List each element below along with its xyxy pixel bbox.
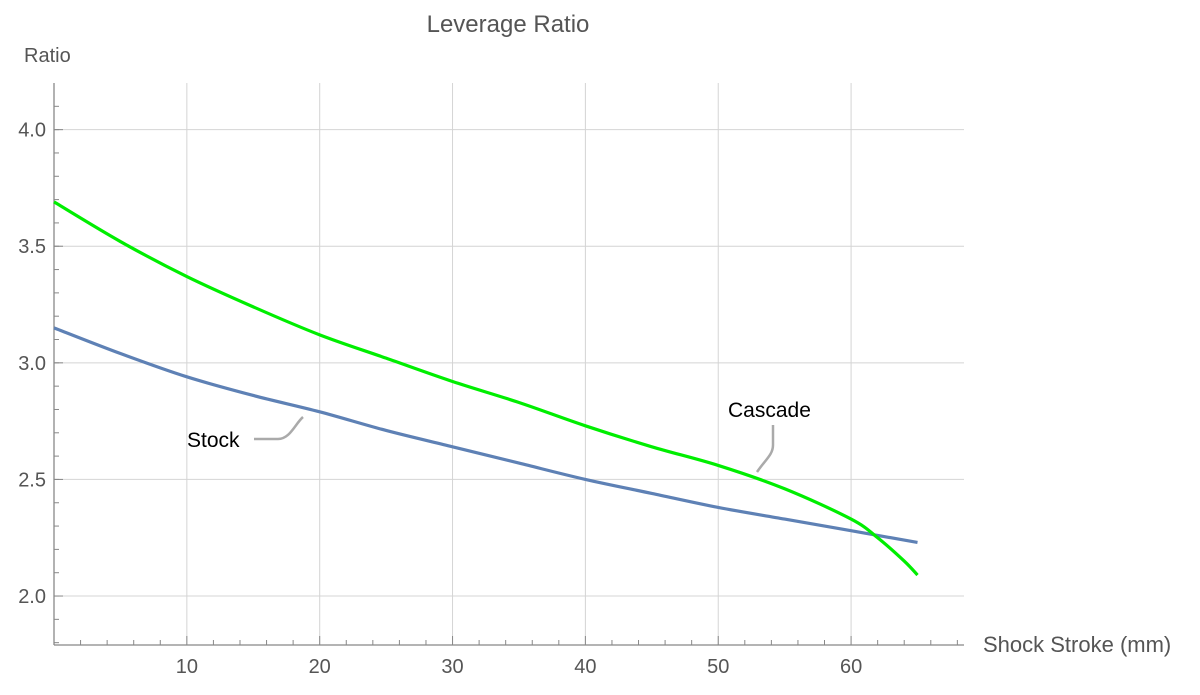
y-tick-label: 3.0 [18,353,46,375]
x-tick-label: 10 [176,656,198,678]
x-axis-label: Shock Stroke (mm) [983,632,1171,657]
series-line-cascade [53,200,919,577]
axes: 10 20 30 40 50 60 2.0 2.5 3.0 3.5 4.0 [18,83,964,678]
stock-leader-line [254,416,304,441]
series-label-cascade: Cascade [728,399,811,422]
x-tick-label: 20 [309,656,331,678]
x-tick-label: 40 [574,656,596,678]
y-axis-label: Ratio [24,45,71,67]
x-tick-label: 60 [840,656,862,678]
grid [54,83,964,645]
y-tick-label: 4.0 [18,120,46,142]
cascade-leader-line [755,425,775,473]
series-line-stock [53,326,918,544]
y-tick-label: 2.5 [18,469,46,491]
x-tick-label: 50 [707,656,729,678]
chart-title: Leverage Ratio [427,11,590,38]
y-tick-label: 3.5 [18,236,46,258]
y-tick-label: 2.0 [18,586,46,608]
x-tick-label: 30 [441,656,463,678]
series-label-stock: Stock [187,429,240,452]
series-group [53,200,919,577]
